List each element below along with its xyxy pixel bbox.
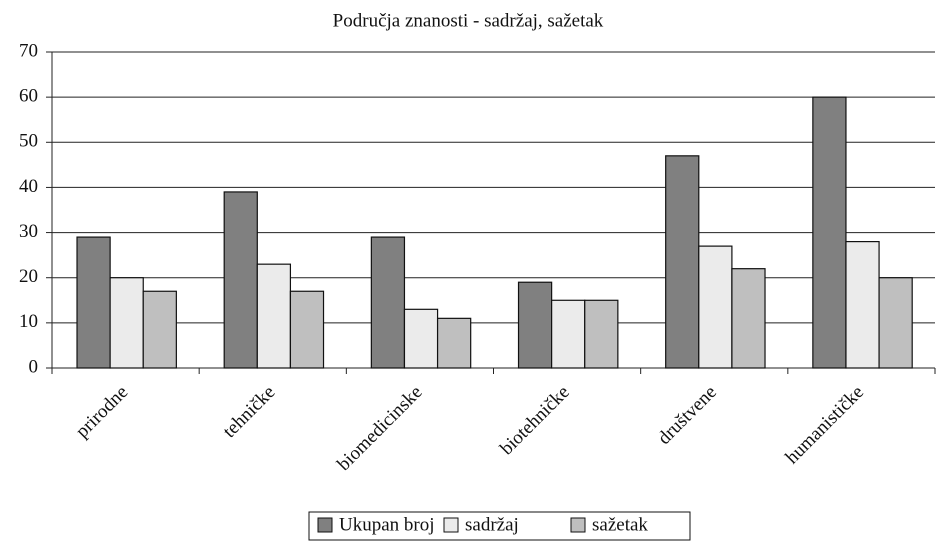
y-tick-label: 0 bbox=[29, 356, 39, 377]
bar bbox=[403, 308, 439, 369]
y-tick-label: 60 bbox=[19, 86, 38, 107]
bar bbox=[142, 290, 177, 369]
y-tick-label: 70 bbox=[19, 40, 38, 61]
bar bbox=[878, 277, 913, 369]
bar bbox=[584, 299, 619, 369]
x-tick-label: biomedicinske bbox=[333, 382, 426, 475]
y-tick-label: 10 bbox=[19, 311, 38, 332]
bar bbox=[551, 299, 586, 369]
y-tick-label: 30 bbox=[19, 221, 38, 242]
chart-title: Područja znanosti - sadržaj, sažetak bbox=[333, 10, 604, 31]
legend-box bbox=[308, 511, 691, 541]
legend-swatch bbox=[443, 517, 459, 533]
y-tick-label: 20 bbox=[19, 266, 38, 287]
bar bbox=[698, 245, 733, 369]
legend-label: sadržaj bbox=[465, 514, 519, 535]
bar bbox=[517, 281, 553, 369]
bar bbox=[289, 290, 325, 369]
y-tick-label: 50 bbox=[19, 131, 38, 152]
bar bbox=[223, 191, 258, 369]
bar bbox=[731, 268, 766, 369]
x-tick-label: tehničke bbox=[219, 382, 279, 442]
x-tick-label: biotehničke bbox=[496, 382, 574, 460]
bar bbox=[76, 236, 111, 369]
legend-label: sažetak bbox=[592, 514, 648, 535]
x-tick-label: humanističke bbox=[782, 382, 868, 468]
legend-swatch bbox=[317, 517, 333, 533]
legend-swatch bbox=[570, 517, 586, 533]
bar bbox=[436, 317, 472, 369]
bar bbox=[109, 277, 144, 369]
legend-label: Ukupan broj bbox=[339, 514, 435, 535]
x-tick-label: društvene bbox=[654, 382, 721, 449]
bar bbox=[812, 96, 847, 369]
bar bbox=[665, 155, 700, 369]
bar bbox=[845, 241, 880, 369]
bar bbox=[370, 236, 406, 369]
x-tick-label: prirodne bbox=[72, 382, 132, 442]
y-tick-label: 40 bbox=[19, 176, 38, 197]
bar bbox=[256, 263, 292, 369]
